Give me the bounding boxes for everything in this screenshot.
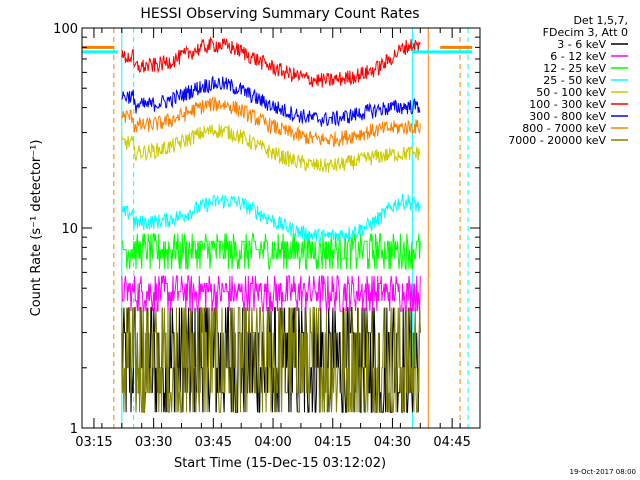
x-tick-label: 04:00 (254, 435, 291, 450)
series-line-6 (121, 76, 421, 127)
legend-entry-label: 6 - 12 keV (550, 50, 606, 63)
y-tick-label: 100 (53, 22, 78, 37)
legend-entry-label: 300 - 800 keV (529, 110, 606, 123)
x-axis-label: Start Time (15-Dec-15 03:12:02) (174, 456, 386, 471)
x-tick-label: 03:45 (195, 435, 232, 450)
legend-entry-label: 100 - 300 keV (529, 98, 606, 111)
legend-entry-label: 800 - 7000 keV (522, 122, 606, 135)
legend-entry-label: 25 - 50 keV (543, 74, 606, 87)
legend-entry-label: 50 - 100 keV (536, 86, 606, 99)
series-line-2 (121, 233, 421, 270)
x-tick-label: 03:15 (75, 435, 112, 450)
y-tick-label: 10 (61, 222, 78, 237)
series-line-5 (121, 36, 421, 88)
legend-entry-label: 12 - 25 keV (543, 62, 606, 75)
chart-title: HESSI Observing Summary Count Rates (140, 6, 419, 22)
horizontal-reference-lines (82, 45, 473, 54)
y-axis: 1 10 100 (53, 22, 480, 437)
series-line-4 (121, 124, 421, 173)
series-line-3 (121, 193, 421, 244)
x-tick-label: 04:45 (433, 435, 470, 450)
legend-header: FDecim 3, Att 0 (543, 26, 628, 39)
legend-entry-label: 3 - 6 keV (557, 38, 606, 51)
series-line-7 (121, 96, 421, 148)
legend-entry-label: 7000 - 20000 keV (508, 134, 606, 147)
x-axis: 03:15 03:30 03:45 04:00 04:15 04:30 04:45 (75, 28, 481, 450)
y-tick-label: 1 (70, 422, 78, 437)
series-line-8 (121, 307, 421, 413)
x-tick-label: 04:15 (314, 435, 351, 450)
footer-date: 19-Oct-2017 08:00 (570, 468, 636, 476)
x-tick-label: 03:30 (135, 435, 172, 450)
legend-header: Det 1,5,7, (573, 14, 628, 27)
series-layer (121, 36, 421, 413)
y-axis-label: Count Rate (s⁻¹ detector⁻¹) (29, 140, 44, 317)
x-tick-label: 04:30 (374, 435, 411, 450)
series-line-1 (121, 275, 421, 312)
